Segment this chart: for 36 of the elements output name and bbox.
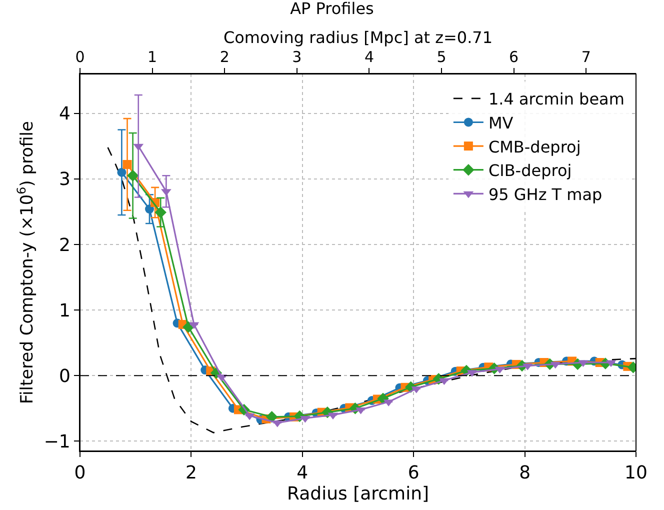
point bbox=[117, 168, 126, 177]
point bbox=[145, 204, 154, 214]
y-tick-label: 4 bbox=[58, 104, 70, 125]
x-tick-label: 0 bbox=[74, 462, 86, 484]
legend-label: MV bbox=[488, 113, 514, 132]
y-tick-label: 1 bbox=[58, 300, 70, 322]
x-tick-label: 2 bbox=[185, 462, 197, 484]
y-tick-label: 2 bbox=[58, 234, 70, 256]
point bbox=[122, 160, 132, 169]
legend-label: CIB-deproj bbox=[488, 161, 572, 180]
x2-tick-label: 3 bbox=[292, 48, 302, 66]
x-axis-title: Radius [arcmin] bbox=[287, 484, 429, 505]
point bbox=[266, 411, 278, 423]
legend-label: 1.4 arcmin beam bbox=[488, 90, 624, 109]
x2-tick-label: 1 bbox=[148, 48, 158, 66]
x-tick-label: 6 bbox=[408, 462, 420, 484]
x2-axis-title: Comoving radius [Mpc] at z=0.71 bbox=[223, 28, 493, 47]
legend-label: CMB-deproj bbox=[488, 137, 581, 156]
x2-tick-label: 4 bbox=[364, 48, 374, 66]
y-tick-label: 0 bbox=[58, 366, 70, 387]
x2-tick-label: 7 bbox=[581, 48, 591, 66]
x2-tick-label: 6 bbox=[509, 48, 519, 66]
x2-tick-label: 0 bbox=[75, 48, 85, 66]
point bbox=[494, 366, 505, 374]
y-tick-label: −1 bbox=[44, 431, 70, 452]
x2-tick-label: 5 bbox=[436, 48, 446, 66]
legend-label: 95 GHz T map bbox=[488, 184, 602, 204]
point bbox=[356, 407, 366, 414]
y-tick-label: 3 bbox=[58, 169, 70, 190]
chart-title: AP Profiles bbox=[290, 0, 374, 18]
x-tick-label: 10 bbox=[624, 462, 648, 484]
x-tick-label: 8 bbox=[519, 462, 531, 484]
point bbox=[154, 206, 166, 218]
x2-tick-label: 2 bbox=[220, 48, 230, 66]
point bbox=[126, 170, 139, 182]
x-tick-label: 4 bbox=[296, 462, 308, 484]
